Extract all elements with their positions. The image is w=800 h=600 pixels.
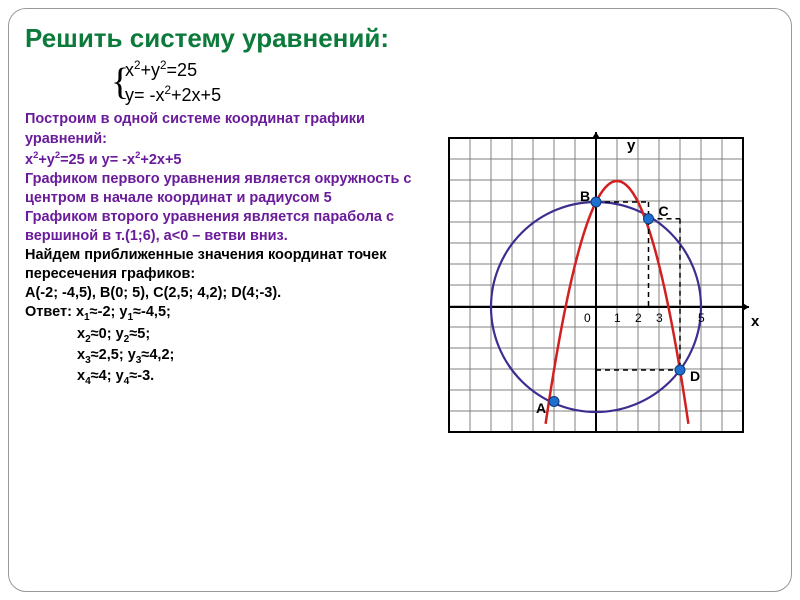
content-row: Построим в одной системе координат графи…	[25, 110, 775, 452]
coordinate-graph: 0 123 5 х у A B C D	[421, 102, 771, 452]
svg-text:у: у	[627, 137, 636, 154]
para-5: A(-2; -4,5), B(0; 5), C(2,5; 4,2); D(4;-…	[25, 284, 415, 303]
brace-icon: {	[111, 56, 129, 109]
point-label: C	[659, 203, 669, 219]
answer-3: x3≈2,5; y3≈4,2;	[25, 346, 415, 367]
slide-frame: Решить систему уравнений: { x2+y2=25 y= …	[8, 8, 792, 592]
answer-1: x1≈-2; y1≈-4,5;	[76, 304, 171, 320]
para-4: Найдем приближенные значения координат т…	[25, 246, 415, 284]
explanation-text: Построим в одной системе координат графи…	[25, 110, 415, 452]
para-1b: x2+y2=25 и y= -x2+2x+5	[25, 149, 415, 170]
point-label: A	[536, 400, 546, 416]
point-label: B	[580, 188, 590, 204]
answer-label: Ответ:	[25, 304, 76, 320]
slide-title: Решить систему уравнений:	[25, 23, 775, 54]
para-2: Графиком первого уравнения является окру…	[25, 170, 415, 208]
equation-1: x2+y2=25	[125, 58, 775, 83]
svg-text:1: 1	[614, 311, 621, 325]
svg-text:х: х	[751, 313, 760, 330]
svg-text:2: 2	[635, 311, 642, 325]
answer-4: x4≈4; y4≈-3.	[25, 367, 415, 388]
answer-block: Ответ: x1≈-2; y1≈-4,5; x2≈0; y2≈5; x3≈2,…	[25, 303, 415, 388]
system-equations: { x2+y2=25 y= -x2+2x+5	[125, 58, 775, 108]
svg-text:0: 0	[584, 311, 591, 325]
para-3: Графиком второго уравнения является пара…	[25, 208, 415, 246]
answer-2: x2≈0; y2≈5;	[25, 325, 415, 346]
svg-text:3: 3	[656, 311, 663, 325]
svg-text:5: 5	[698, 311, 705, 325]
point-label: D	[690, 368, 700, 384]
para-1a: Построим в одной системе координат графи…	[25, 110, 415, 148]
